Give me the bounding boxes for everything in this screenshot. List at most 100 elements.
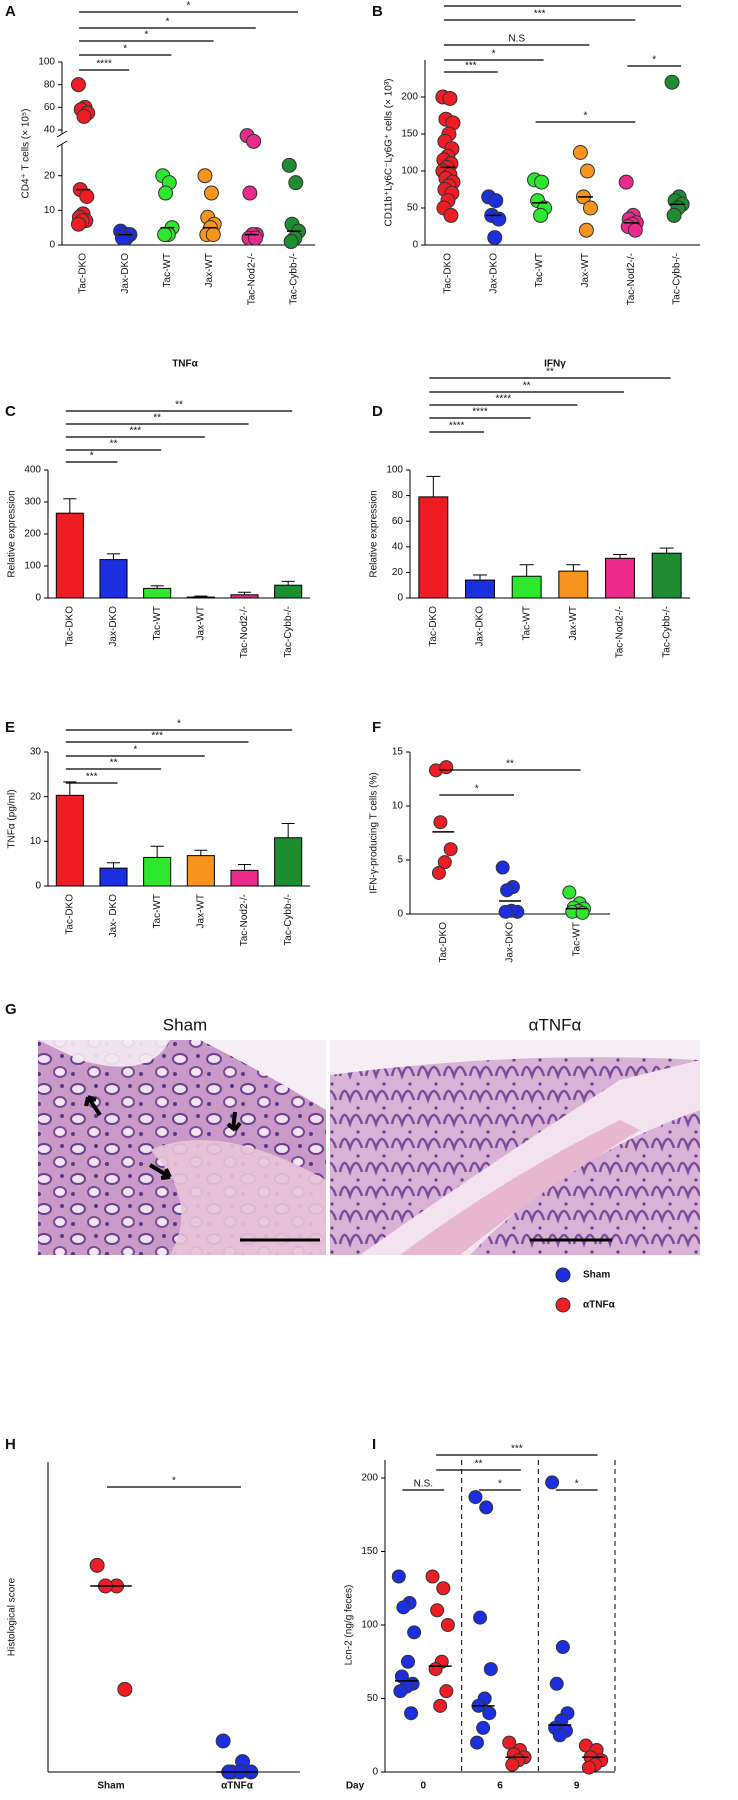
significance-label: * [165,17,169,28]
data-point [433,1698,448,1713]
significance-label: ** [475,1459,483,1470]
y-tick-label: 0 [397,593,403,604]
data-point [425,1569,440,1584]
significance-label: * [575,1479,579,1490]
data-point [205,227,221,243]
panel-letter: F [372,719,381,736]
data-point [488,193,504,209]
data-point [582,200,598,216]
significance-label: ** [110,758,118,769]
data-point [575,905,590,920]
x-tick-label: Tac-WT [152,606,163,640]
data-point [498,904,513,919]
y-tick-label: 40 [392,541,404,552]
x-tick-label: Tac-WT [521,606,532,640]
data-point [393,1684,408,1699]
significance-label: **** [472,407,488,418]
bar [605,557,635,599]
bar [274,837,303,887]
y-tick-label: 50 [407,203,419,214]
x-tick-label: Jax-WT [204,253,215,287]
significance-label: * [177,719,181,730]
y-axis-label: Histological score [7,1577,18,1656]
bar [99,559,128,599]
data-point [439,760,454,775]
bar [143,587,172,599]
significance-label: * [187,1,191,12]
data-point [283,234,299,250]
y-tick-label: 200 [401,92,418,103]
x-tick-label: Tac-WT [152,894,163,928]
x-tick-label: Tac-Cybb-/- [661,606,672,658]
significance-label: ** [506,759,514,770]
data-point [70,216,86,232]
data-point [428,1662,443,1677]
data-point [247,230,263,246]
x-tick-label: Tac-Cybb-/- [283,606,294,658]
significance-label: *** [511,1444,523,1455]
significance-label: * [133,745,137,756]
x-tick-label: Jax-DKO [120,253,131,294]
data-point [443,842,458,857]
data-point [500,883,515,898]
y-axis-label: Relative expression [369,490,380,577]
data-point [430,1603,445,1618]
legend-label: αTNFα [583,1300,616,1311]
significance-label: ** [110,439,118,450]
y-tick-label: 5 [397,855,403,866]
data-point [437,855,452,870]
significance-label: * [90,451,94,462]
bar [186,855,215,887]
data-point [473,1610,488,1625]
y-tick-label: 10 [44,205,56,216]
significance-label: ** [546,367,554,378]
bar [274,584,303,599]
y-axis-label: Lcn-2 (ng/g feces) [344,1585,355,1666]
significance-label: N.S. [414,1479,433,1490]
legend-marker [555,1267,571,1283]
x-tick-label: Jax-WT [580,253,591,287]
data-point [476,1720,491,1735]
chart-title: IFNγ [544,359,566,370]
x-tick-label: Jax-WT [568,606,579,640]
y-tick-label: 0 [35,593,41,604]
significance-label: *** [129,426,141,437]
bar [465,579,495,599]
y-tick-label: 60 [44,102,56,113]
significance-label: * [561,0,565,6]
data-point [545,1475,560,1490]
y-axis-label: IFN-γ-producing T cells (%) [369,772,380,893]
bar [511,575,542,599]
y-tick-label: 20 [392,567,404,578]
x-tick-label: Tac-Cybb-/- [289,253,300,305]
bar [651,552,682,599]
data-point [433,815,448,830]
x-tick-label: Jax-DKO [475,606,486,647]
x-tick-label: Tac-Nod2-/- [239,894,250,946]
significance-label: **** [449,421,465,432]
y-tick-label: 10 [30,836,42,847]
y-tick-label: 150 [361,1546,378,1557]
data-point [627,222,643,238]
data-point [215,1733,231,1749]
data-point [431,865,446,880]
data-point [578,222,594,238]
y-axis-label: TNFα (pg/ml) [7,789,18,848]
significance-label: **** [496,394,512,405]
data-point [443,207,459,223]
x-tick-label: Jax-WT [195,894,206,928]
x-tick-label: Tac-DKO [438,922,449,963]
significance-label: * [172,1476,176,1487]
image-label: αTNFα [529,1015,582,1034]
x-tick-label: Tac-DKO [78,253,89,294]
data-point [89,1557,105,1573]
bar [418,496,449,599]
panel-letter: E [5,719,15,736]
significance-label: *** [534,9,546,20]
bar [55,512,84,599]
y-tick-label: 100 [24,561,41,572]
significance-label: ** [175,400,183,411]
data-point [491,211,507,227]
data-point [114,230,130,246]
